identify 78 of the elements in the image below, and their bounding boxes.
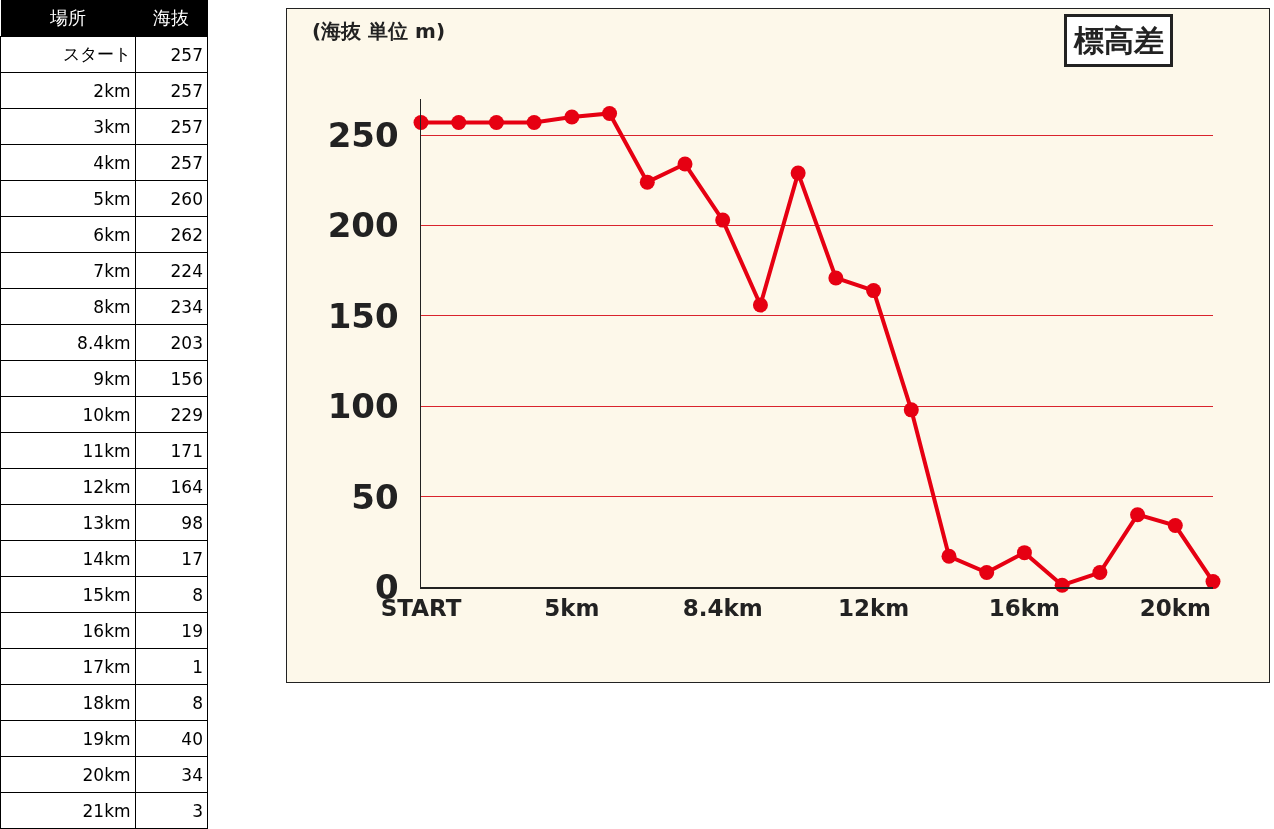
data-label: 224 [135,252,208,289]
y-axis-title: (海抜 単位 m) [312,19,446,43]
point [866,283,882,299]
x-tick-label: 12km [837,595,910,622]
y-tick-label: 250 [327,115,399,156]
category-label: 6km [0,216,136,253]
category-label: 20km [0,756,136,793]
data-label: 164 [135,468,208,505]
y-tick-label: 200 [327,205,399,246]
category-label: 12km [0,468,136,505]
point [752,297,768,313]
data-label: 171 [135,432,208,469]
data-label: 156 [135,360,208,397]
category-label: スタート [0,36,136,73]
x-tick-label: 16km [988,595,1061,622]
category-label: 19km [0,720,136,757]
data-label: 3 [135,792,208,829]
x-tick-label: 8.4km [682,595,763,622]
data-label: 257 [135,36,208,73]
category-label: 4km [0,144,136,181]
category-label: 14km [0,540,136,577]
category-label: 17km [0,648,136,685]
point [564,109,580,125]
data-label: 40 [135,720,208,757]
data-label: 257 [135,144,208,181]
category-label: 21km [0,792,136,829]
point [526,115,542,130]
category-label: 18km [0,684,136,721]
data-label: 257 [135,108,208,145]
point [941,548,957,564]
point [451,115,467,130]
chart-title: 標高差 [1073,23,1164,58]
x-tick-label: 20km [1139,595,1211,622]
category-label: 13km [0,504,136,541]
data-label: 34 [135,756,208,793]
point [1205,574,1221,590]
point [677,156,693,172]
x-tick-label: 5km [544,595,600,622]
point [979,565,995,581]
point [1130,507,1146,523]
data-label: 260 [135,180,208,217]
text: 海抜 [135,0,208,37]
data-label: 8 [135,576,208,613]
point [1167,518,1183,534]
point [903,402,919,418]
point [715,212,731,228]
point [488,115,504,130]
data-label: 8 [135,684,208,721]
point [639,174,655,190]
text: 場所 [0,0,136,37]
category-label: 15km [0,576,136,613]
data-label: 98 [135,504,208,541]
point [828,270,844,286]
point [1092,565,1108,581]
category-label: 9km [0,360,136,397]
category-label: 8km [0,288,136,325]
data-label: 17 [135,540,208,577]
point [1016,545,1032,561]
category-label: 8.4km [0,324,136,361]
data-label: 203 [135,324,208,361]
data-label: 229 [135,396,208,433]
category-label: 10km [0,396,136,433]
y-tick-label: 150 [327,295,399,336]
y-tick-label: 100 [327,386,399,427]
point [413,115,429,130]
category-label: 11km [0,432,136,469]
data-label: 234 [135,288,208,325]
category-label: 2km [0,72,136,109]
point [790,165,806,181]
data-label: 1 [135,648,208,685]
data-label: 19 [135,612,208,649]
category-label: 5km [0,180,136,217]
data-label: 257 [135,72,208,109]
category-label: 7km [0,252,136,289]
point [602,105,618,121]
y-tick-label: 50 [351,476,399,517]
category-label: 3km [0,108,136,145]
data-label: 262 [135,216,208,253]
